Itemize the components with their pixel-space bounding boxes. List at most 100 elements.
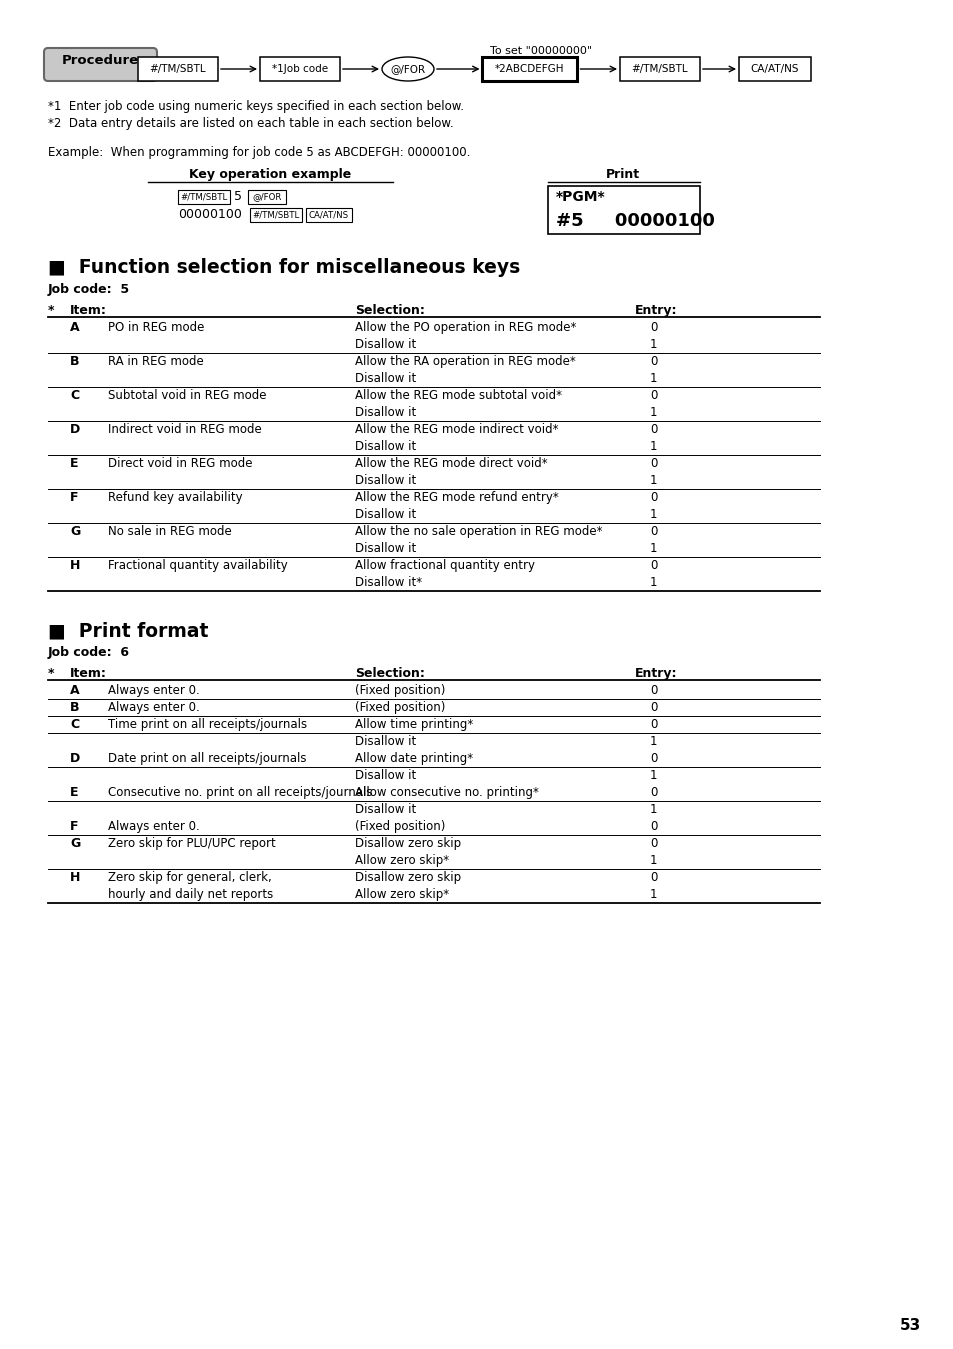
Text: F: F (70, 820, 78, 832)
Text: Refund key availability: Refund key availability (108, 491, 242, 505)
Text: G: G (70, 836, 80, 850)
Text: Print: Print (605, 169, 639, 181)
Text: Allow time printing*: Allow time printing* (355, 718, 473, 731)
Text: 0: 0 (649, 321, 657, 335)
Text: Allow the REG mode refund entry*: Allow the REG mode refund entry* (355, 491, 558, 505)
Text: Disallow it: Disallow it (355, 769, 416, 782)
Text: A: A (70, 684, 79, 697)
Text: No sale in REG mode: No sale in REG mode (108, 525, 232, 538)
Text: CA/AT/NS: CA/AT/NS (309, 210, 349, 220)
Text: Allow fractional quantity entry: Allow fractional quantity entry (355, 558, 535, 572)
Text: Entry:: Entry: (635, 666, 677, 680)
Text: H: H (70, 558, 80, 572)
Text: @/FOR: @/FOR (390, 63, 425, 74)
Text: 0: 0 (649, 836, 657, 850)
FancyBboxPatch shape (250, 208, 302, 223)
Text: (Fixed position): (Fixed position) (355, 684, 445, 697)
Text: *1  Enter job code using numeric keys specified in each section below.: *1 Enter job code using numeric keys spe… (48, 100, 463, 113)
Text: C: C (70, 389, 79, 402)
Text: 1: 1 (649, 888, 657, 901)
Text: Disallow it: Disallow it (355, 440, 416, 453)
FancyBboxPatch shape (260, 57, 339, 81)
Text: Zero skip for PLU/UPC report: Zero skip for PLU/UPC report (108, 836, 275, 850)
Text: *PGM*: *PGM* (556, 190, 605, 204)
FancyBboxPatch shape (482, 57, 577, 81)
Text: 1: 1 (649, 339, 657, 351)
Text: A: A (70, 321, 79, 335)
Text: D: D (70, 424, 80, 436)
Text: 1: 1 (649, 473, 657, 487)
Text: #/TM/SBTL: #/TM/SBTL (180, 193, 228, 201)
Text: 1: 1 (649, 372, 657, 384)
Text: 0: 0 (649, 355, 657, 368)
Text: 1: 1 (649, 509, 657, 521)
Text: Selection:: Selection: (355, 666, 424, 680)
Text: Disallow it: Disallow it (355, 509, 416, 521)
Text: *2ABCDEFGH: *2ABCDEFGH (495, 63, 564, 74)
Text: Allow consecutive no. printing*: Allow consecutive no. printing* (355, 786, 538, 799)
Text: 0: 0 (649, 871, 657, 884)
Ellipse shape (381, 57, 434, 81)
Text: 1: 1 (649, 576, 657, 590)
Text: G: G (70, 525, 80, 538)
Text: 0: 0 (649, 491, 657, 505)
Text: 0: 0 (649, 786, 657, 799)
FancyBboxPatch shape (44, 49, 157, 81)
Text: To set "00000000": To set "00000000" (490, 46, 592, 57)
Text: #5     00000100: #5 00000100 (556, 212, 714, 229)
Text: 1: 1 (649, 803, 657, 816)
Text: Allow zero skip*: Allow zero skip* (355, 854, 449, 867)
Text: *: * (48, 304, 54, 317)
Text: 0: 0 (649, 718, 657, 731)
Text: Procedure: Procedure (62, 54, 139, 67)
Text: Disallow zero skip: Disallow zero skip (355, 836, 460, 850)
Text: hourly and daily net reports: hourly and daily net reports (108, 888, 273, 901)
Text: Item:: Item: (70, 304, 107, 317)
Text: Allow date printing*: Allow date printing* (355, 751, 473, 765)
Text: *2  Data entry details are listed on each table in each section below.: *2 Data entry details are listed on each… (48, 117, 453, 130)
Text: (Fixed position): (Fixed position) (355, 701, 445, 714)
Text: C: C (70, 718, 79, 731)
FancyBboxPatch shape (248, 190, 286, 204)
Text: Allow the PO operation in REG mode*: Allow the PO operation in REG mode* (355, 321, 576, 335)
Text: 0: 0 (649, 457, 657, 469)
Text: *1Job code: *1Job code (272, 63, 328, 74)
Text: #/TM/SBTL: #/TM/SBTL (150, 63, 206, 74)
Text: Disallow it*: Disallow it* (355, 576, 421, 590)
Text: D: D (70, 751, 80, 765)
Text: 1: 1 (649, 440, 657, 453)
Text: 1: 1 (649, 542, 657, 554)
Text: Item:: Item: (70, 666, 107, 680)
Text: Always enter 0.: Always enter 0. (108, 820, 199, 832)
Text: E: E (70, 457, 78, 469)
Text: 0: 0 (649, 424, 657, 436)
Text: Always enter 0.: Always enter 0. (108, 701, 199, 714)
Text: Allow the no sale operation in REG mode*: Allow the no sale operation in REG mode* (355, 525, 602, 538)
Text: 0: 0 (649, 701, 657, 714)
Text: 1: 1 (649, 769, 657, 782)
Text: Job code:  6: Job code: 6 (48, 646, 130, 660)
Text: Disallow it: Disallow it (355, 735, 416, 747)
Text: 0: 0 (649, 558, 657, 572)
FancyBboxPatch shape (619, 57, 700, 81)
Text: *: * (48, 666, 54, 680)
Text: 0: 0 (649, 684, 657, 697)
Text: Allow the REG mode direct void*: Allow the REG mode direct void* (355, 457, 547, 469)
Text: B: B (70, 355, 79, 368)
Text: Example:  When programming for job code 5 as ABCDEFGH: 00000100.: Example: When programming for job code 5… (48, 146, 470, 159)
Text: PO in REG mode: PO in REG mode (108, 321, 204, 335)
Text: 1: 1 (649, 406, 657, 420)
Text: 0: 0 (649, 751, 657, 765)
Text: Disallow it: Disallow it (355, 406, 416, 420)
Text: ■  Function selection for miscellaneous keys: ■ Function selection for miscellaneous k… (48, 258, 519, 277)
Text: 0: 0 (649, 525, 657, 538)
Text: F: F (70, 491, 78, 505)
FancyBboxPatch shape (547, 186, 700, 233)
Text: Job code:  5: Job code: 5 (48, 283, 130, 295)
FancyBboxPatch shape (739, 57, 810, 81)
Text: Zero skip for general, clerk,: Zero skip for general, clerk, (108, 871, 272, 884)
Text: 0: 0 (649, 820, 657, 832)
Text: 5: 5 (233, 190, 242, 204)
Text: Fractional quantity availability: Fractional quantity availability (108, 558, 288, 572)
Text: CA/AT/NS: CA/AT/NS (750, 63, 799, 74)
